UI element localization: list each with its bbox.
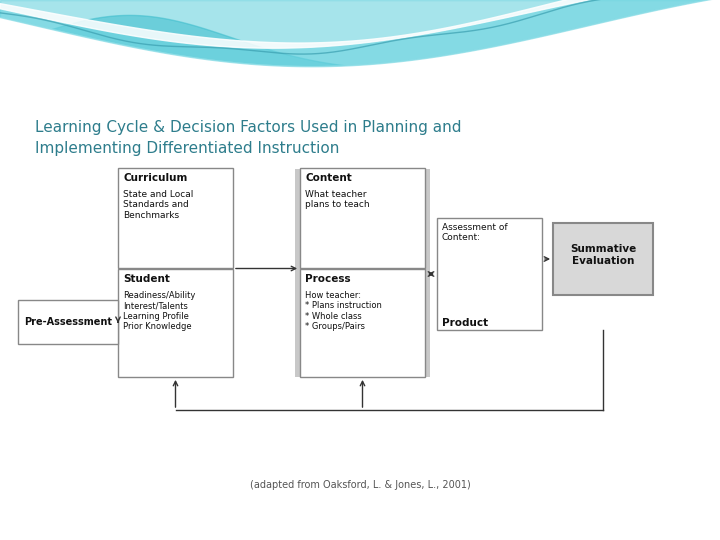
Text: Pre-Assessment: Pre-Assessment <box>24 317 112 327</box>
Text: Product: Product <box>442 318 488 328</box>
Text: State and Local
Standards and
Benchmarks: State and Local Standards and Benchmarks <box>123 190 194 220</box>
Text: Student: Student <box>123 274 170 284</box>
Bar <box>118 269 233 377</box>
Bar <box>295 169 430 377</box>
Text: How teacher:
* Plans instruction
* Whole class
* Groups/Pairs: How teacher: * Plans instruction * Whole… <box>305 291 382 331</box>
Bar <box>300 168 425 268</box>
Text: Assessment of
Content:: Assessment of Content: <box>442 223 508 242</box>
Bar <box>553 223 653 295</box>
Text: Content: Content <box>305 173 352 183</box>
Text: Curriculum: Curriculum <box>123 173 187 183</box>
Text: Summative
Evaluation: Summative Evaluation <box>570 244 636 266</box>
Text: Readiness/Ability
Interest/Talents
Learning Profile
Prior Knowledge: Readiness/Ability Interest/Talents Learn… <box>123 291 195 331</box>
Bar <box>18 300 118 344</box>
Bar <box>118 168 233 268</box>
Text: Process: Process <box>305 274 351 284</box>
Bar <box>300 269 425 377</box>
Text: Learning Cycle & Decision Factors Used in Planning and
Implementing Differentiat: Learning Cycle & Decision Factors Used i… <box>35 120 462 156</box>
Text: What teacher
plans to teach: What teacher plans to teach <box>305 190 369 210</box>
Bar <box>437 218 542 330</box>
Text: (adapted from Oaksford, L. & Jones, L., 2001): (adapted from Oaksford, L. & Jones, L., … <box>250 480 470 490</box>
